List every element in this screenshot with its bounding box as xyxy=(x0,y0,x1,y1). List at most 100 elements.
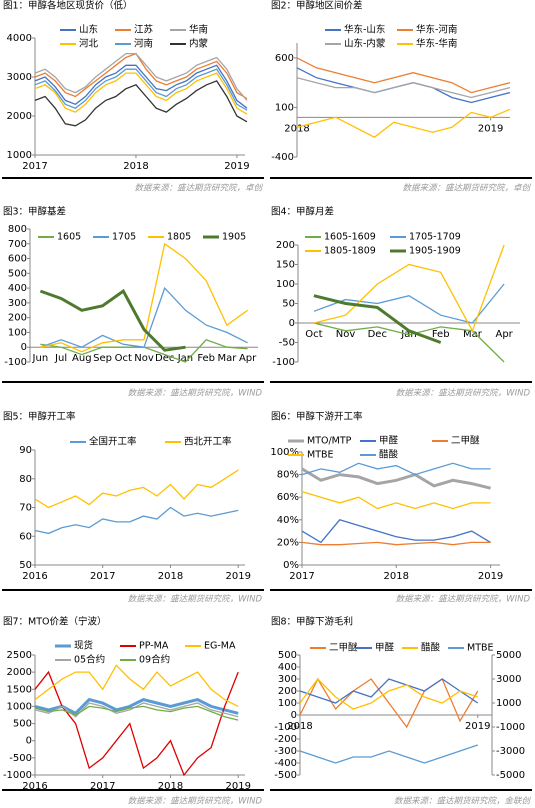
legend-label: 西北开工率 xyxy=(184,436,232,448)
legend-label: 1905 xyxy=(222,232,246,243)
y2-tick-label: 3000 xyxy=(496,674,521,685)
x-tick-label: Nov xyxy=(336,329,356,340)
y-tick-label: 100 xyxy=(275,102,294,113)
y-tick-label: 400 xyxy=(278,662,297,673)
legend-label: 甲醛 xyxy=(375,642,395,654)
x-tick-label: 2018 xyxy=(123,161,148,172)
series-line xyxy=(301,462,491,476)
x-tick-label: 2019 xyxy=(225,571,250,582)
chart-title: 图2：甲醇地区间价差 xyxy=(271,0,363,12)
legend-label: 醋酸 xyxy=(379,449,399,461)
y-tick-label: -100 xyxy=(274,722,297,733)
legend-label: 全国开工率 xyxy=(89,436,137,448)
y-tick-label: 2500 xyxy=(7,650,32,661)
y-tick-label: 800 xyxy=(8,224,27,235)
series-line xyxy=(301,467,491,490)
legend-label: 华东-山东 xyxy=(344,24,385,36)
legend-label: 1605-1609 xyxy=(324,232,376,243)
x-tick-label: Aug xyxy=(72,353,92,364)
source-note: 数据来源：盛达期货研究院，WIND xyxy=(396,594,531,605)
y-tick-label: -100 xyxy=(272,357,295,368)
x-tick-label: Oct xyxy=(305,329,322,340)
y-tick-label: 300 xyxy=(8,298,27,309)
x-tick-label: Feb xyxy=(197,353,215,364)
x-tick-label: 2016 xyxy=(22,781,47,792)
y-tick-label: 200 xyxy=(278,686,297,697)
x-tick-label: 2018 xyxy=(158,571,183,582)
y-tick-label: -500 xyxy=(9,753,32,764)
x-tick-label: Oct xyxy=(115,353,132,364)
legend-label: 09合约 xyxy=(139,654,170,666)
chart-title: 图4：甲醇月差 xyxy=(271,206,334,218)
y-tick-label: 400 xyxy=(8,283,27,294)
legend-label: 华东-河南 xyxy=(416,24,457,36)
y-tick-label: -1000 xyxy=(3,770,32,781)
y-tick-label: 1000 xyxy=(7,150,32,161)
y-tick-label: 80 xyxy=(19,474,32,485)
y-tick-label: 80% xyxy=(277,470,299,481)
y-tick-label: 200 xyxy=(8,313,27,324)
legend-label: 现货 xyxy=(74,640,93,652)
x-tick-label: Mar xyxy=(217,353,237,364)
series-line xyxy=(299,678,479,704)
series-line xyxy=(39,288,186,352)
y-tick-label: 0 xyxy=(291,710,297,721)
series-line xyxy=(296,57,511,94)
y2-tick-label: -3000 xyxy=(496,746,525,757)
series-line xyxy=(299,677,479,729)
series-line xyxy=(40,242,248,353)
chart-title: 图8：甲醇下游毛利 xyxy=(271,616,353,628)
y-tick-label: -400 xyxy=(271,152,294,163)
y-tick-label: 40% xyxy=(277,515,299,526)
x-tick-label: 2017 xyxy=(22,161,47,172)
chart-title: 图5：甲醇开工率 xyxy=(3,411,76,423)
y-tick-label: 2000 xyxy=(7,667,32,678)
chart-title: 图7：MTO价差（宁波） xyxy=(3,616,107,628)
y-tick-label: 3000 xyxy=(7,72,32,83)
x-tick-label: Sep xyxy=(93,353,112,364)
source-note: 数据来源：盛达期货研究院，金联创 xyxy=(394,796,532,807)
x-tick-label: Jul xyxy=(54,353,67,364)
y-tick-label: 700 xyxy=(8,239,27,250)
y-tick-label: 4000 xyxy=(7,33,32,44)
y-tick-label: -500 xyxy=(274,770,297,781)
y-tick-label: 50 xyxy=(19,560,32,571)
legend-label: 二甲醚 xyxy=(451,435,480,447)
y-tick-label: 100% xyxy=(270,447,299,458)
series-line xyxy=(301,541,491,546)
legend-label: 内蒙 xyxy=(189,38,208,50)
chart-title: 图6：甲醇下游开工率 xyxy=(271,411,363,423)
legend-label: 1905-1909 xyxy=(409,246,461,257)
legend-label: 甲醛 xyxy=(379,435,399,447)
series-line xyxy=(34,64,248,109)
series-line xyxy=(34,72,248,115)
x-tick-label: 2017 xyxy=(90,781,115,792)
series-line xyxy=(296,77,511,99)
legend-label: MTBE xyxy=(307,450,334,461)
x-tick-label: 2018 xyxy=(158,781,183,792)
legend-label: 二甲醚 xyxy=(329,642,358,654)
source-note: 数据来源：盛达期货研究院，WIND xyxy=(128,796,263,807)
y-tick-label: -100 xyxy=(4,357,27,368)
legend-label: 华南 xyxy=(189,24,208,36)
y-tick-label: 500 xyxy=(13,719,32,730)
y-tick-label: 100 xyxy=(278,698,297,709)
x-tick-label: 2018 xyxy=(287,721,312,732)
x-tick-label: 2019 xyxy=(224,161,249,172)
legend-label: 05合约 xyxy=(74,654,105,666)
y-tick-label: 100 xyxy=(276,279,295,290)
y-tick-label: 0 xyxy=(21,342,27,353)
x-tick-label: 2019 xyxy=(225,781,250,792)
y-tick-label: 500 xyxy=(278,650,297,661)
y-tick-label: 0% xyxy=(283,560,299,571)
y-tick-label: 20% xyxy=(277,537,299,548)
series-line xyxy=(313,244,505,333)
y-tick-label: 1500 xyxy=(7,684,32,695)
x-tick-label: 2019 xyxy=(478,123,503,134)
x-tick-label: 2016 xyxy=(22,571,47,582)
legend-label: MTBE xyxy=(467,643,494,654)
y-tick-label: 600 xyxy=(8,254,27,265)
y-tick-label: 90 xyxy=(19,445,32,456)
x-tick-label: 2017 xyxy=(90,571,115,582)
